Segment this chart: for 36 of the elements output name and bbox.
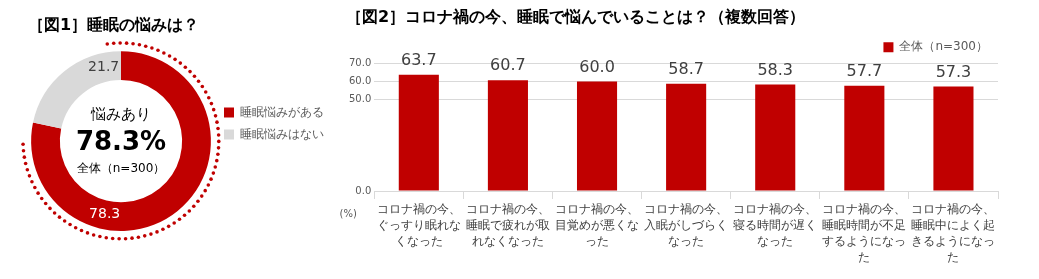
text: 悩みあり [90, 104, 151, 123]
data-label: 60.0 [579, 56, 615, 76]
data-label: 21.7 [88, 58, 120, 75]
bar [398, 74, 439, 191]
x-tick-label: コロナ禍の今、睡眠時間が不足するようになった [821, 201, 908, 265]
legend-label: 睡眠悩みがある [240, 104, 324, 119]
text: 78.3% [75, 125, 167, 156]
text: 全体（n=300） [76, 161, 166, 176]
bar [576, 81, 618, 191]
x-tick-label: コロナ禍の今、ぐっすり眠れなくなった [375, 201, 462, 249]
x-tick-label: コロナ禍の今、入眠がしづらくなった [643, 201, 730, 249]
chart-title: ［図2］コロナ禍の今、睡眠で悩んでいることは？（複数回答） [346, 6, 806, 26]
y-tick-label: 70.0 [349, 56, 372, 68]
bar [844, 85, 885, 191]
data-label: 60.7 [490, 55, 526, 75]
y-axis-title: (%) [339, 207, 358, 219]
data-label: 57.3 [935, 61, 972, 81]
bar [487, 80, 528, 191]
x-tick-label: コロナ禍の今、寝る時間が遅くなった [732, 201, 819, 249]
legend-label: 全体（n=300） [899, 39, 989, 54]
data-label: 63.7 [401, 49, 437, 69]
data-label: 57.7 [846, 60, 883, 80]
data-label: 58.7 [668, 58, 704, 78]
bar [933, 86, 974, 191]
chart-title: ［図1］睡眠の悩みは？ [28, 14, 200, 34]
y-tick-label: 50.0 [349, 93, 372, 105]
data-label: 78.3 [89, 205, 121, 222]
x-tick-label: コロナ禍の今、睡眠中によく起きるようになった [910, 201, 997, 265]
y-tick-label: 60.0 [349, 75, 372, 87]
y-tick-label: 0.0 [355, 184, 372, 196]
x-tick-label: コロナ禍の今、目覚めが悪くなった [554, 201, 640, 249]
bar [755, 84, 796, 191]
legend-label: 睡眠悩みはない [240, 126, 324, 141]
bar [666, 83, 707, 191]
x-tick-label: コロナ禍の今、睡眠で疲れが取れなくなった [464, 201, 551, 249]
data-label: 58.3 [757, 59, 794, 79]
